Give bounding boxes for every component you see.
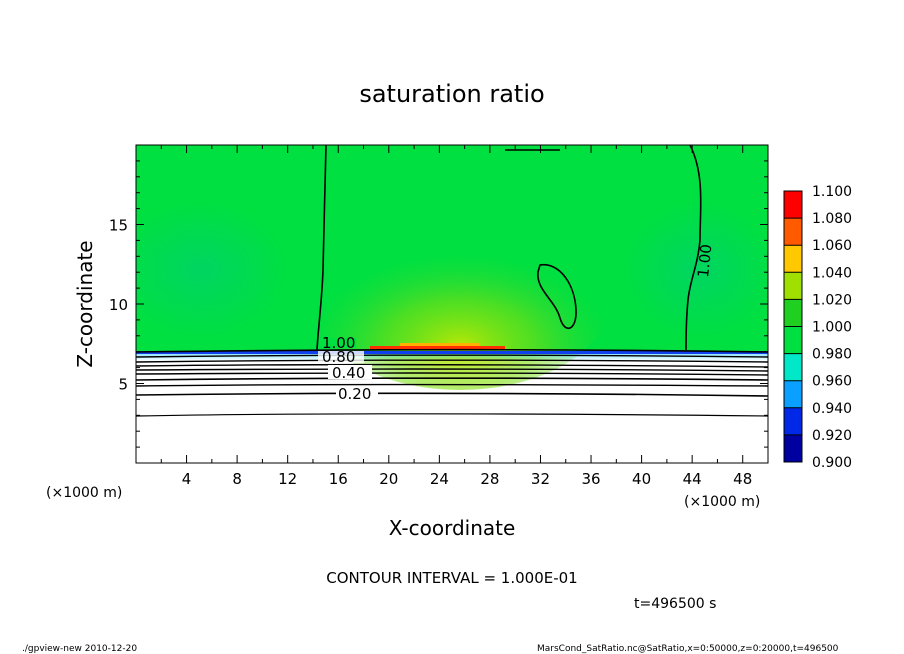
field-red-layer: [370, 346, 505, 350]
x-tick-label: 40: [632, 470, 651, 488]
colorbar-label: 1.020: [812, 292, 852, 308]
contour-label: 0.40: [332, 364, 365, 382]
x-tick-label: 8: [232, 470, 242, 488]
contour-lines: [136, 145, 768, 417]
x-tick-label: 44: [683, 470, 702, 488]
contour-label: 0.80: [322, 348, 355, 366]
y-tick-label: 5: [118, 376, 128, 394]
colorbar-label: 1.060: [812, 238, 852, 254]
contour-0.20: [136, 392, 768, 397]
contour-1.00-left: [316, 145, 327, 351]
contour-0.10: [136, 413, 768, 417]
colorbar-swatch: [784, 299, 802, 327]
plot-area: 1.00 0.80 0.40 0.20 1.00: [136, 145, 768, 463]
x-unit-right: (×1000 m): [684, 494, 760, 510]
x-tick-label: 32: [531, 470, 550, 488]
colorbar-swatch: [784, 434, 802, 462]
colorbar-swatch: [784, 380, 802, 408]
colorbar-label: 0.920: [812, 428, 852, 444]
colorbar-label: 1.000: [812, 320, 852, 336]
x-tick-label: 36: [581, 470, 600, 488]
contour-0.60: [136, 368, 768, 372]
x-tick-label: 4: [182, 470, 192, 488]
field-orange-layer: [400, 343, 480, 346]
colorbar-label: 0.940: [812, 401, 852, 417]
x-tick-label: 48: [733, 470, 752, 488]
footer-left: ./gpview-new 2010-12-20: [22, 644, 137, 654]
field-lower-band: [136, 351, 768, 361]
contour-0.50: [136, 372, 768, 376]
colorbar-label: 0.900: [812, 455, 852, 471]
colorbar-swatch: [784, 272, 802, 300]
contour-0.70: [136, 363, 768, 368]
y-tick-label: 15: [109, 217, 128, 235]
colorbar-swatch: [784, 326, 802, 354]
y-axis: 5 10 15: [109, 160, 768, 448]
colorbar-label: 1.080: [812, 211, 852, 227]
contour-label-group: 1.00 0.80 0.40 0.20 1.00: [318, 243, 715, 403]
colorbar-label: 0.980: [812, 347, 852, 363]
colorbar-label: 1.040: [812, 265, 852, 281]
x-tick-label: 20: [379, 470, 398, 488]
contour-0.90: [136, 354, 768, 358]
field-cool-region-left: [136, 200, 290, 340]
colorbar-swatch: [784, 245, 802, 273]
colorbar-label: 1.100: [812, 184, 852, 200]
contour-1.00-base: [136, 348, 768, 353]
contour-0.40: [136, 377, 768, 381]
field-blue-layer: [136, 351, 768, 354]
x-tick-label: 24: [430, 470, 449, 488]
colorbar-swatch: [784, 407, 802, 435]
contour-interval: CONTOUR INTERVAL = 1.000E-01: [326, 569, 577, 587]
contour-1.00-right: [685, 145, 702, 351]
colorbar-swatch: [784, 191, 802, 219]
contour-0.30: [136, 383, 768, 387]
x-axis-label: X-coordinate: [389, 516, 516, 540]
time-label: t=496500 s: [634, 596, 716, 612]
colorbar-label: 0.960: [812, 374, 852, 390]
contour-1.00-loop: [537, 264, 577, 330]
x-unit-left: (×1000 m): [46, 485, 122, 501]
x-tick-label: 28: [480, 470, 499, 488]
x-tick-label: 12: [278, 470, 297, 488]
chart-title: saturation ratio: [359, 80, 544, 108]
colorbar-swatch: [784, 353, 802, 381]
contour-label: 1.00: [322, 334, 355, 352]
colorbar-swatch: [784, 218, 802, 246]
x-axis: 4 8 12 16 20 24 28 32 36 40 44 48: [160, 145, 752, 488]
colorbar: 0.900 0.920 0.940 0.960 0.980 1.000 1.020 1.040…: [783, 184, 852, 471]
y-tick-label: 10: [109, 296, 128, 314]
contour-0.80: [136, 359, 768, 363]
field-warm-region: [310, 210, 610, 390]
contour-label: 1.00: [694, 243, 715, 278]
x-tick-label: 16: [329, 470, 348, 488]
y-axis-label: Z-coordinate: [73, 240, 97, 367]
contour-label: 0.20: [338, 385, 371, 403]
footer-right: MarsCond_SatRatio.nc@SatRatio,x=0:50000,…: [537, 644, 839, 654]
